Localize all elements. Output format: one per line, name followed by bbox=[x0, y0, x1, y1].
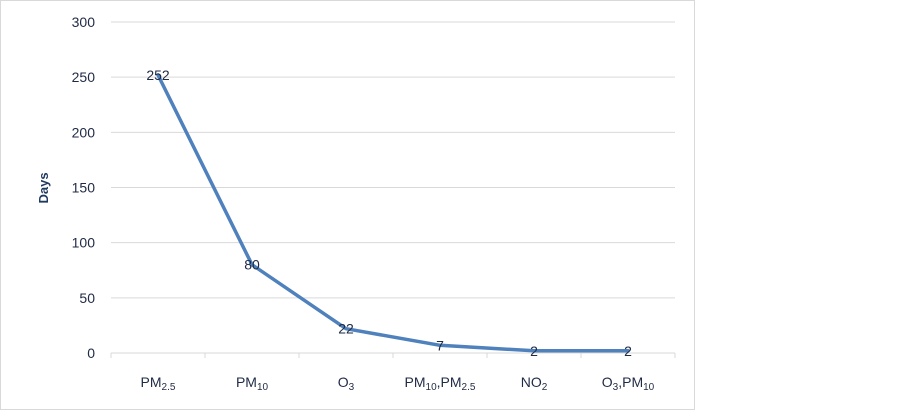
data-label: 252 bbox=[146, 67, 170, 83]
x-tick-label: O3​,PM10​ bbox=[602, 374, 655, 393]
data-label: 80 bbox=[244, 257, 260, 273]
chart-svg: 0 50 100 150 200 250 300 PM2.5​ PM10​ O3​ PM10​,P… bbox=[36, 14, 676, 393]
x-tick-label: O3​ bbox=[338, 374, 355, 393]
x-tick-label: PM2.5​ bbox=[141, 374, 176, 393]
chart-frame: 0 50 100 150 200 250 300 PM2.5​ PM10​ O3​ PM10​,P… bbox=[0, 0, 695, 410]
data-label: 2 bbox=[624, 343, 632, 359]
y-tick-label: 0 bbox=[87, 345, 95, 361]
data-label: 7 bbox=[436, 337, 444, 353]
y-tick-label: 50 bbox=[79, 290, 95, 306]
data-label: 2 bbox=[530, 343, 538, 359]
series-line bbox=[156, 73, 630, 353]
y-tick-label: 200 bbox=[72, 124, 96, 140]
y-axis-title: Days bbox=[36, 172, 51, 203]
y-tick-label: 100 bbox=[72, 235, 96, 251]
x-tick-label: PM10​,PM2.5​ bbox=[405, 374, 476, 393]
gridlines bbox=[111, 21, 675, 299]
x-tick-label: PM10​ bbox=[236, 374, 269, 393]
y-tick-label: 250 bbox=[72, 69, 96, 85]
x-axis: PM2.5​ PM10​ O3​ PM10​,PM2.5​ NO2​ O3​,PM10​ bbox=[110, 352, 676, 393]
series-polyline bbox=[156, 73, 630, 353]
y-tick-label: 300 bbox=[72, 14, 96, 30]
y-tick-label: 150 bbox=[72, 180, 96, 196]
data-label: 22 bbox=[338, 321, 354, 337]
y-axis-ticks: 0 50 100 150 200 250 300 bbox=[72, 14, 96, 361]
x-tick-label: NO2​ bbox=[521, 374, 548, 393]
